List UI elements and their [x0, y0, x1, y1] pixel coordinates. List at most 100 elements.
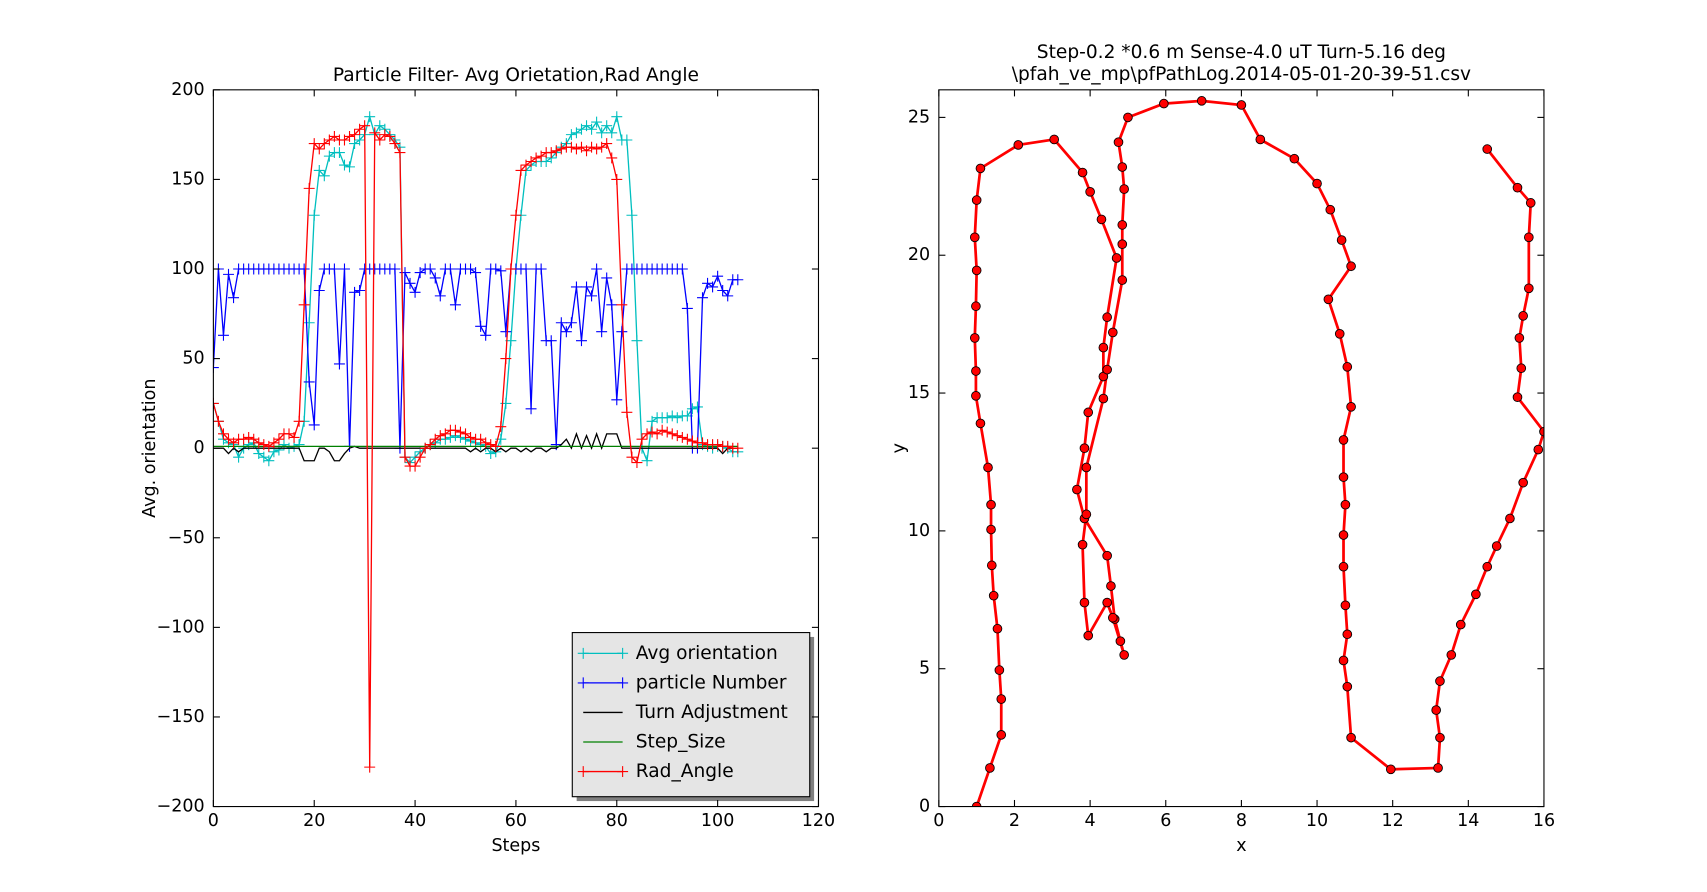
- chart-title: \pfah_ve_mp\pfPathLog.2014-05-01-20-39-5…: [1012, 64, 1471, 85]
- marker: [971, 265, 982, 276]
- marker: [485, 439, 497, 451]
- y-tick-label: 150: [171, 169, 204, 189]
- x-tick-label: 120: [802, 811, 835, 831]
- marker: [1102, 312, 1112, 323]
- marker: [577, 647, 589, 659]
- marker: [621, 406, 633, 418]
- marker: [490, 440, 502, 452]
- marker: [344, 161, 355, 173]
- y-axis-label: y: [889, 443, 909, 453]
- marker: [1385, 764, 1396, 775]
- marker: [308, 209, 320, 221]
- marker: [570, 281, 582, 293]
- marker: [1196, 96, 1207, 106]
- marker: [986, 499, 996, 510]
- marker: [1346, 261, 1356, 272]
- marker: [303, 376, 315, 388]
- marker: [1338, 561, 1349, 572]
- marker: [359, 120, 371, 132]
- marker: [565, 129, 577, 141]
- marker: [424, 439, 436, 451]
- marker: [1518, 311, 1528, 321]
- marker: [1340, 600, 1351, 611]
- x-tick-label: 60: [505, 811, 527, 831]
- marker: [707, 281, 719, 293]
- marker: [596, 127, 608, 139]
- marker: [1435, 676, 1445, 686]
- marker: [1255, 134, 1266, 145]
- marker: [515, 164, 527, 176]
- marker: [1072, 484, 1082, 495]
- y-tick-label: −100: [157, 617, 205, 637]
- marker: [996, 730, 1007, 740]
- marker: [641, 428, 653, 440]
- y-tick-label: −50: [168, 528, 205, 548]
- marker: [238, 433, 250, 445]
- marker: [303, 182, 315, 194]
- marker: [490, 263, 502, 275]
- x-axis-label: Steps: [491, 836, 540, 856]
- marker: [1471, 589, 1481, 600]
- marker: [449, 424, 461, 436]
- marker: [500, 326, 512, 338]
- marker: [384, 130, 396, 142]
- marker: [606, 127, 618, 139]
- marker: [1482, 144, 1493, 154]
- y-tick-label: 20: [908, 245, 930, 265]
- marker: [691, 401, 703, 413]
- marker: [313, 143, 325, 155]
- marker: [1098, 393, 1109, 404]
- marker: [591, 143, 603, 155]
- marker: [1482, 561, 1493, 572]
- marker: [495, 421, 507, 433]
- marker: [686, 403, 698, 415]
- marker: [1113, 137, 1124, 148]
- marker: [606, 152, 618, 164]
- marker: [394, 147, 406, 159]
- marker: [500, 353, 512, 365]
- marker: [1491, 541, 1502, 551]
- marker: [364, 111, 376, 123]
- marker: [263, 455, 275, 467]
- marker: [586, 123, 598, 135]
- marker: [298, 299, 310, 311]
- marker: [646, 426, 658, 438]
- y-tick-label: 100: [171, 259, 204, 279]
- marker: [722, 290, 734, 302]
- marker: [495, 265, 507, 277]
- marker: [971, 801, 982, 807]
- marker: [424, 263, 436, 275]
- marker: [470, 267, 482, 279]
- series-line: [213, 114, 738, 464]
- marker: [1342, 362, 1353, 372]
- marker: [1346, 732, 1356, 743]
- marker: [409, 286, 421, 298]
- marker: [1446, 650, 1457, 660]
- marker: [641, 455, 653, 467]
- plot-area: [969, 96, 1544, 807]
- series-line: [213, 268, 738, 449]
- marker: [213, 362, 219, 374]
- marker: [520, 263, 532, 275]
- marker: [676, 263, 688, 275]
- marker: [1096, 214, 1107, 225]
- marker: [293, 415, 305, 427]
- marker: [560, 326, 572, 338]
- chart-title: Particle Filter- Avg Orietation,Rad Angl…: [333, 65, 699, 86]
- marker: [333, 358, 345, 370]
- marker: [217, 428, 229, 440]
- marker: [969, 333, 980, 343]
- marker: [975, 163, 986, 174]
- marker: [661, 426, 673, 438]
- marker: [636, 433, 648, 445]
- marker: [414, 451, 426, 463]
- marker: [545, 335, 557, 347]
- series-line: [973, 99, 1544, 807]
- y-tick-label: 50: [182, 349, 204, 369]
- marker: [732, 442, 744, 454]
- marker: [258, 439, 270, 451]
- marker: [333, 147, 345, 159]
- marker: [1312, 178, 1322, 189]
- marker: [404, 277, 416, 289]
